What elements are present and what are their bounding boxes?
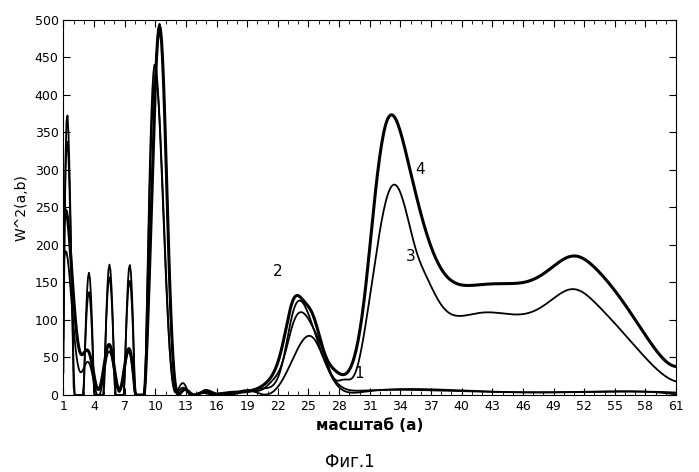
X-axis label: масштаб (a): масштаб (a) bbox=[316, 418, 424, 433]
Text: Фиг.1: Фиг.1 bbox=[324, 453, 375, 471]
Y-axis label: W^2(a,b): W^2(a,b) bbox=[15, 174, 29, 241]
Text: 3: 3 bbox=[405, 250, 415, 264]
Text: 1: 1 bbox=[354, 366, 364, 381]
Text: 4: 4 bbox=[416, 162, 426, 177]
Text: 2: 2 bbox=[273, 264, 282, 279]
